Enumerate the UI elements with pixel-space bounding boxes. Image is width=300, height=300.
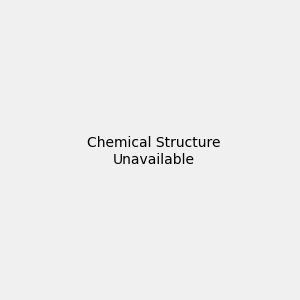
Text: Chemical Structure
Unavailable: Chemical Structure Unavailable bbox=[87, 136, 220, 166]
